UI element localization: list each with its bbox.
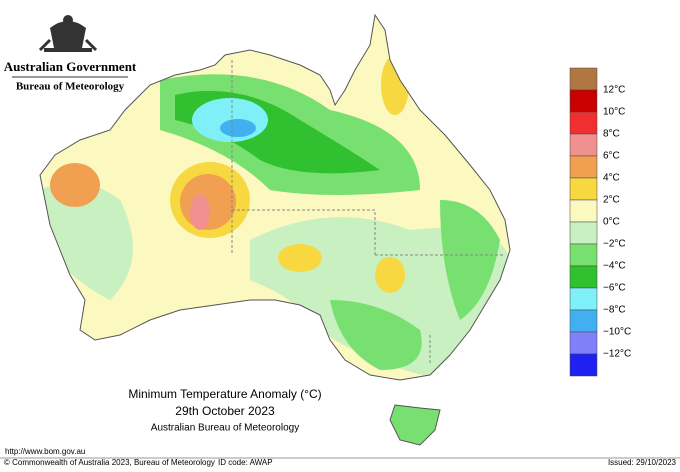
url: http://www.bom.gov.au [5,447,85,456]
coastline [39,13,511,446]
legend-label: 6°C [603,151,620,162]
legend-label: −2°C [603,239,626,250]
map-source: Australian Bureau of Meteorology [151,423,299,434]
legend-label: 8°C [603,129,620,140]
legend-swatch [569,199,598,223]
legend-label: −12°C [603,349,631,360]
legend-label: 2°C [603,195,620,206]
state-borders [231,60,505,365]
legend-label: −4°C [603,261,626,272]
bureau: Bureau of Meteorology [16,81,125,93]
coat-of-arms [38,15,98,52]
legend-label: 4°C [603,173,620,184]
legend-label: 10°C [603,107,625,118]
legend-swatch [569,67,598,91]
legend-label: 12°C [603,85,625,96]
issued: Issued: 29/10/2023 [608,458,677,467]
legend-swatch [569,265,598,289]
id-code: ID code: AWAP [218,458,273,467]
legend-label: −10°C [603,327,631,338]
legend-swatch [569,177,598,201]
legend-swatch [569,111,598,135]
agency: Australian Government [4,59,137,74]
legend-label: −8°C [603,305,626,316]
legend-swatch [569,353,598,377]
legend-swatch [569,309,598,333]
legend-swatch [569,155,598,179]
legend-label: −6°C [603,283,626,294]
copyright: © Commonwealth of Australia 2023, Bureau… [4,458,215,467]
legend-swatch [569,243,598,267]
legend-swatch [569,89,598,113]
legend-swatch [569,133,598,157]
legend-swatch [569,287,598,311]
legend-swatch [569,331,598,355]
map-title: Minimum Temperature Anomaly (°C) [128,387,321,401]
legend: 12°C 10°C 8°C 6°C 4°C 2°C 0°C −2°C −4°C −6°C −8°C −… [569,67,631,377]
map-date: 29th October 2023 [175,404,275,418]
legend-swatch [569,221,598,245]
legend-label: 0°C [603,217,620,228]
